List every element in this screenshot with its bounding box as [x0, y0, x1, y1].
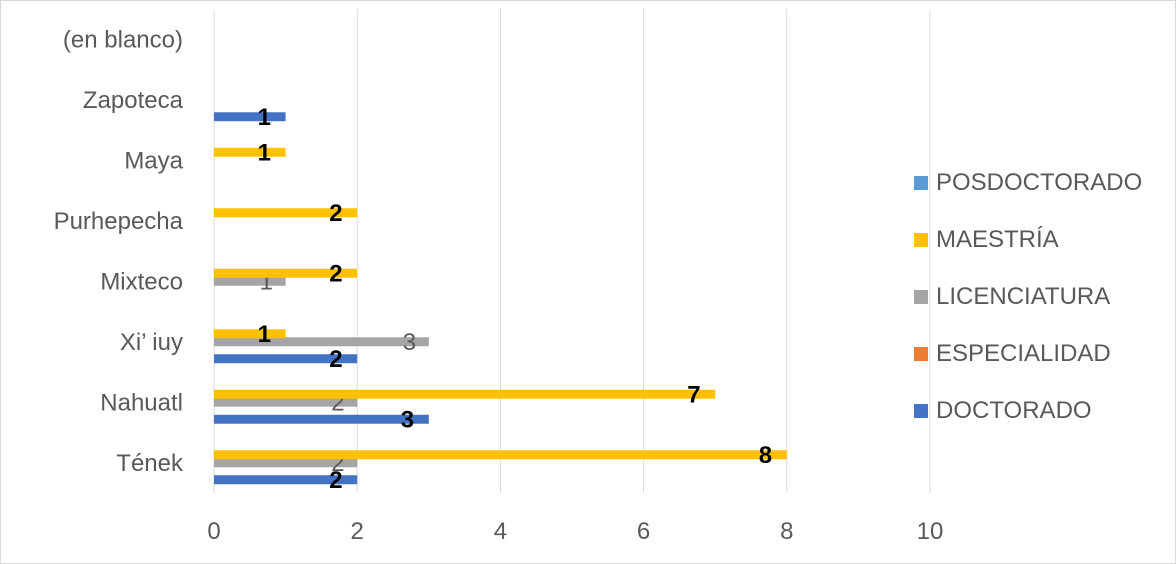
legend-label: ESPECIALIDAD — [936, 340, 1111, 367]
bar-doctorado — [214, 112, 286, 122]
category-label: Mixteco — [100, 268, 183, 295]
bar-maestría — [214, 450, 787, 460]
category-label: Maya — [124, 147, 183, 174]
legend-swatch — [914, 347, 928, 361]
legend-swatch — [914, 176, 928, 190]
category-label: Purhepecha — [54, 208, 184, 235]
category-label: Xi’ iuy — [120, 329, 183, 356]
category-label: Zapoteca — [83, 87, 184, 114]
data-label-maestría: 8 — [759, 442, 772, 469]
data-label-doctorado: 2 — [329, 467, 342, 494]
legend-label: POSDOCTORADO — [936, 169, 1142, 196]
bar-maestría — [214, 329, 286, 339]
x-tick-label: 2 — [351, 518, 364, 545]
bar-doctorado — [214, 414, 429, 424]
legend-swatch — [914, 290, 928, 304]
data-label-maestría: 1 — [258, 139, 271, 166]
category-label: Nahuatl — [100, 389, 183, 416]
data-label-maestría: 2 — [329, 200, 342, 227]
data-label-licenciatura: 3 — [403, 329, 416, 356]
data-label-doctorado: 3 — [401, 406, 414, 433]
bar-maestría — [214, 268, 358, 278]
bar-licenciatura — [214, 397, 358, 407]
x-tick-label: 4 — [494, 518, 507, 545]
data-label-doctorado: 2 — [329, 346, 342, 373]
x-tick-label: 8 — [780, 518, 793, 545]
data-label-maestría: 2 — [329, 260, 342, 287]
x-tick-label: 10 — [917, 518, 944, 545]
legend-label: DOCTORADO — [936, 397, 1092, 424]
bar-licenciatura — [214, 458, 358, 468]
bar-licenciatura — [214, 337, 429, 347]
legend-swatch — [914, 233, 928, 247]
bar-doctorado — [214, 475, 358, 485]
x-tick-label: 6 — [637, 518, 650, 545]
legend-label: MAESTRÍA — [936, 226, 1059, 253]
legend-label: LICENCIATURA — [936, 283, 1110, 310]
category-label: Tének — [116, 450, 184, 477]
data-label-maestría: 1 — [258, 321, 271, 348]
data-label-maestría: 7 — [687, 381, 700, 408]
bar-doctorado — [214, 354, 358, 364]
bar-maestría — [214, 147, 286, 157]
data-label-doctorado: 1 — [258, 104, 271, 131]
legend-swatch — [914, 404, 928, 418]
category-label: (en blanco) — [63, 26, 183, 53]
bar-maestría — [214, 389, 716, 399]
x-tick-label: 0 — [207, 518, 220, 545]
bar-licenciatura — [214, 276, 286, 286]
bar-maestría — [214, 208, 358, 218]
